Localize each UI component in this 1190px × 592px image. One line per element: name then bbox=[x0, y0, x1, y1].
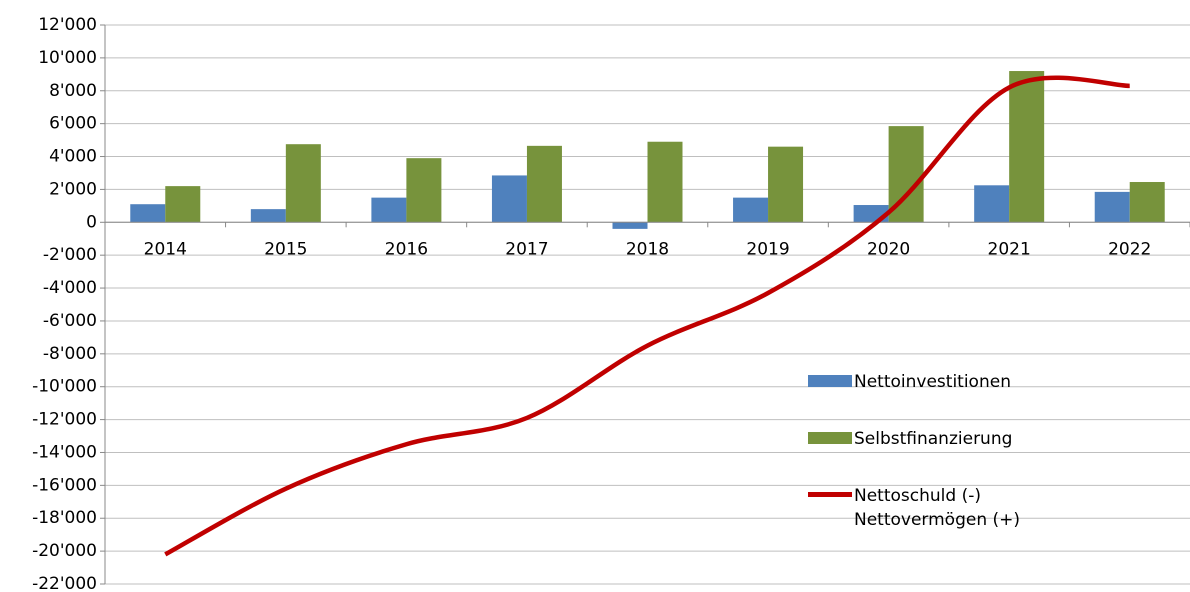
y-tick-label: 8'000 bbox=[49, 81, 97, 101]
legend-label: Nettoinvestitionen bbox=[854, 372, 1011, 392]
legend-entry: Selbstfinanzierung bbox=[808, 427, 1012, 451]
bar bbox=[612, 222, 648, 229]
x-tick-label: 2020 bbox=[867, 239, 910, 259]
legend-swatch bbox=[808, 492, 852, 497]
bar bbox=[526, 145, 562, 223]
bar bbox=[406, 158, 442, 223]
y-tick-label: 12'000 bbox=[38, 15, 97, 35]
bar bbox=[491, 175, 527, 223]
x-tick-label: 2016 bbox=[385, 239, 428, 259]
legend-swatch bbox=[808, 375, 852, 387]
bar bbox=[130, 204, 166, 223]
y-tick-label: -4'000 bbox=[43, 278, 97, 298]
x-tick-label: 2015 bbox=[264, 239, 307, 259]
y-tick-label: -14'000 bbox=[32, 442, 97, 462]
y-tick-label: -6'000 bbox=[43, 311, 97, 331]
y-tick-label: 2'000 bbox=[49, 179, 97, 199]
y-tick-label: 0 bbox=[86, 212, 97, 232]
legend-entry: Nettoschuld (-) Nettovermögen (+) bbox=[808, 484, 1020, 532]
y-tick-label: -18'000 bbox=[32, 508, 97, 528]
y-tick-label: 6'000 bbox=[49, 114, 97, 134]
bar bbox=[733, 197, 769, 223]
x-tick-label: 2021 bbox=[988, 239, 1031, 259]
line bbox=[164, 75, 1130, 557]
y-tick-label: -2'000 bbox=[43, 245, 97, 265]
bar bbox=[165, 186, 201, 223]
y-tick-label: -16'000 bbox=[32, 475, 97, 495]
legend-label: Selbstfinanzierung bbox=[854, 429, 1013, 449]
bar bbox=[285, 144, 321, 223]
bar bbox=[1009, 71, 1045, 223]
y-tick-label: -20'000 bbox=[32, 541, 97, 561]
legend-label: Nettoschuld (-) Nettovermögen (+) bbox=[854, 486, 1021, 530]
x-tick-label: 2014 bbox=[144, 239, 187, 259]
legend-swatch bbox=[808, 432, 852, 444]
legend-entry: Nettoinvestitionen bbox=[808, 370, 1011, 394]
y-tick-label: -10'000 bbox=[32, 377, 97, 397]
y-tick-label: 4'000 bbox=[49, 147, 97, 167]
bar bbox=[250, 209, 286, 223]
bar bbox=[1094, 191, 1130, 223]
bar bbox=[974, 185, 1010, 223]
bar bbox=[768, 146, 804, 223]
x-tick-label: 2017 bbox=[505, 239, 548, 259]
y-tick-label: -12'000 bbox=[32, 410, 97, 430]
bar bbox=[1129, 182, 1165, 223]
bar bbox=[647, 141, 683, 223]
y-tick-label: -22'000 bbox=[32, 574, 97, 592]
y-tick-label: 10'000 bbox=[38, 48, 97, 68]
x-tick-label: 2019 bbox=[746, 239, 789, 259]
x-tick-label: 2022 bbox=[1108, 239, 1151, 259]
bar bbox=[371, 197, 407, 223]
x-tick-label: 2018 bbox=[626, 239, 669, 259]
y-tick-label: -8'000 bbox=[43, 344, 97, 364]
